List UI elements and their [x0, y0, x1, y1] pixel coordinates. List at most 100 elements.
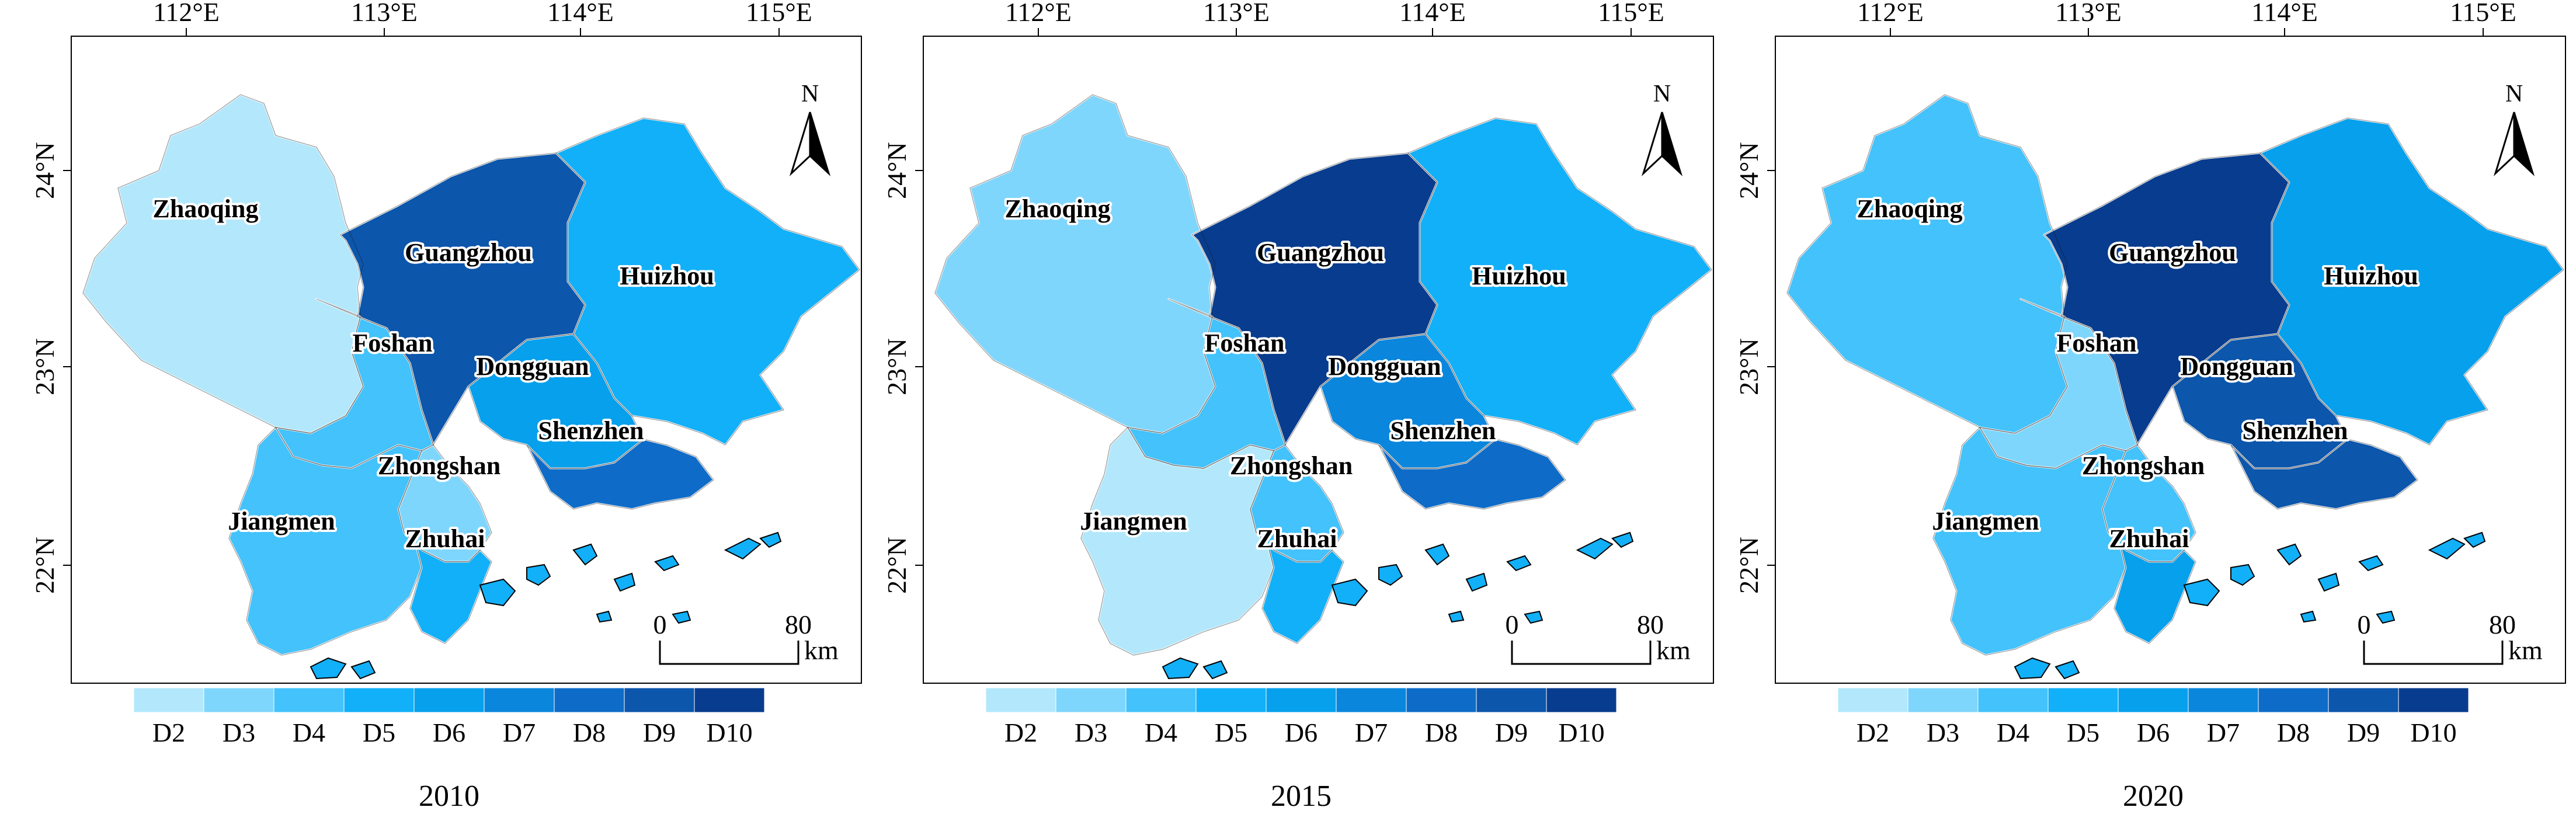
- legend-swatch-d2: [985, 687, 1056, 713]
- island: [654, 555, 680, 572]
- legend-label-d10: D10: [1558, 718, 1604, 747]
- longitude-label: 114°E: [547, 0, 614, 27]
- longitude-label: 115°E: [746, 0, 812, 27]
- scale-start-label: 0: [1506, 610, 1519, 639]
- legend-swatch-d2: [1837, 687, 1908, 713]
- legend-swatch-d7: [484, 687, 555, 713]
- island: [1202, 660, 1228, 680]
- island: [759, 531, 782, 548]
- city-label-foshan: Foshan: [1205, 329, 1285, 357]
- island: [1524, 610, 1543, 624]
- region-outline: [274, 298, 434, 469]
- island: [479, 578, 516, 607]
- island: [724, 537, 762, 560]
- island: [572, 543, 598, 566]
- legend-label-d7: D7: [2207, 718, 2240, 747]
- legend-label-d3: D3: [1927, 718, 1959, 747]
- scale-start-label: 0: [2358, 610, 2371, 639]
- region-jiangmen[interactable]: [228, 426, 423, 656]
- island: [2358, 555, 2384, 572]
- longitude-label: 113°E: [351, 0, 418, 27]
- legend-label-d4: D4: [1145, 718, 1177, 747]
- longitude-label: 113°E: [1203, 0, 1270, 27]
- city-label-dongguan: Dongguan: [1328, 352, 1441, 381]
- north-arrow-label: N: [2505, 81, 2523, 107]
- latitude-label: 23°N: [30, 338, 60, 395]
- island: [2376, 610, 2396, 624]
- region-outline: [82, 94, 364, 434]
- legend-label-d8: D8: [2277, 718, 2310, 747]
- region-outline: [2259, 117, 2564, 446]
- legend-label-d2: D2: [1857, 718, 1889, 747]
- region-outline: [398, 444, 492, 562]
- legend-swatch-d2: [133, 687, 204, 713]
- region-jiangmen[interactable]: [1932, 426, 2127, 656]
- region-huizhou[interactable]: [2259, 117, 2565, 446]
- legend-label-d6: D6: [1285, 718, 1317, 747]
- city-label-huizhou: Huizhou: [620, 262, 714, 290]
- panel-year-label: 2015: [1271, 780, 1332, 813]
- city-label-zhongshan: Zhongshan: [2082, 451, 2205, 480]
- island: [672, 610, 691, 624]
- scale-unit-label: km: [804, 635, 839, 665]
- city-label-shenzhen: Shenzhen: [538, 416, 644, 445]
- city-label-zhaoqing: Zhaoqing: [153, 194, 259, 223]
- legend-swatch-d9: [624, 687, 695, 713]
- city-label-huizhou: Huizhou: [1472, 262, 1566, 290]
- city-label-guangzhou: Guangzhou: [405, 238, 532, 267]
- legend-swatch-d3: [1907, 687, 1979, 713]
- legend-swatch-d8: [2258, 687, 2329, 713]
- scale-unit-label: km: [2508, 635, 2543, 665]
- scale-end-label: 80: [2489, 610, 2516, 639]
- longitude-label: 115°E: [1598, 0, 1664, 27]
- city-label-zhongshan: Zhongshan: [378, 451, 500, 480]
- scale-unit-label: km: [1656, 635, 1691, 665]
- region-outline: [2043, 152, 2290, 446]
- island: [1378, 563, 1403, 586]
- island: [596, 610, 613, 623]
- north-arrow-label: N: [1653, 81, 1671, 107]
- legend-label-d9: D9: [1495, 718, 1528, 747]
- region-outline: [404, 532, 492, 644]
- island: [2054, 660, 2080, 680]
- island: [1424, 543, 1450, 566]
- island: [2276, 543, 2302, 566]
- region-jiangmen[interactable]: [1080, 426, 1275, 656]
- city-label-shenzhen: Shenzhen: [2243, 416, 2348, 445]
- region-outline: [2230, 439, 2418, 510]
- city-label-huizhou: Huizhou: [2324, 262, 2418, 290]
- map-regions: [82, 93, 861, 680]
- region-zhuhai[interactable]: [403, 531, 493, 645]
- legend-swatch-d9: [2328, 687, 2399, 713]
- region-shenzhen[interactable]: [2230, 438, 2419, 510]
- island: [1331, 578, 1368, 607]
- legend-swatch-d10: [1546, 687, 1617, 713]
- region-huizhou[interactable]: [555, 117, 861, 446]
- island: [2230, 563, 2255, 586]
- region-shenzhen[interactable]: [1378, 438, 1567, 510]
- legend-label-d4: D4: [1997, 718, 2029, 747]
- legend: D2 D3 D4 D5 D6 D7 D8 D9 D10: [985, 687, 1617, 747]
- city-label-dongguan: Dongguan: [2180, 352, 2293, 381]
- region-outline: [2108, 532, 2196, 644]
- region-outline: [1378, 439, 1566, 510]
- island: [2428, 537, 2466, 560]
- region-zhuhai[interactable]: [1255, 531, 1345, 645]
- legend-swatch-d7: [1336, 687, 1407, 713]
- latitude-label: 24°N: [882, 142, 912, 199]
- island: [2183, 578, 2220, 607]
- region-huizhou[interactable]: [1407, 117, 1713, 446]
- city-label-dongguan: Dongguan: [476, 352, 589, 381]
- island: [1576, 537, 1614, 560]
- region-shenzhen[interactable]: [526, 438, 715, 510]
- legend-label-d10: D10: [706, 718, 752, 747]
- island: [2317, 572, 2340, 592]
- region-outline: [555, 117, 860, 446]
- longitude-label: 112°E: [1005, 0, 1072, 27]
- region-zhuhai[interactable]: [2107, 531, 2197, 645]
- panel-year-label: 2010: [419, 780, 479, 813]
- city-label-foshan: Foshan: [353, 329, 433, 357]
- island: [2014, 657, 2051, 680]
- island: [526, 563, 551, 586]
- legend-label-d10: D10: [2410, 718, 2456, 747]
